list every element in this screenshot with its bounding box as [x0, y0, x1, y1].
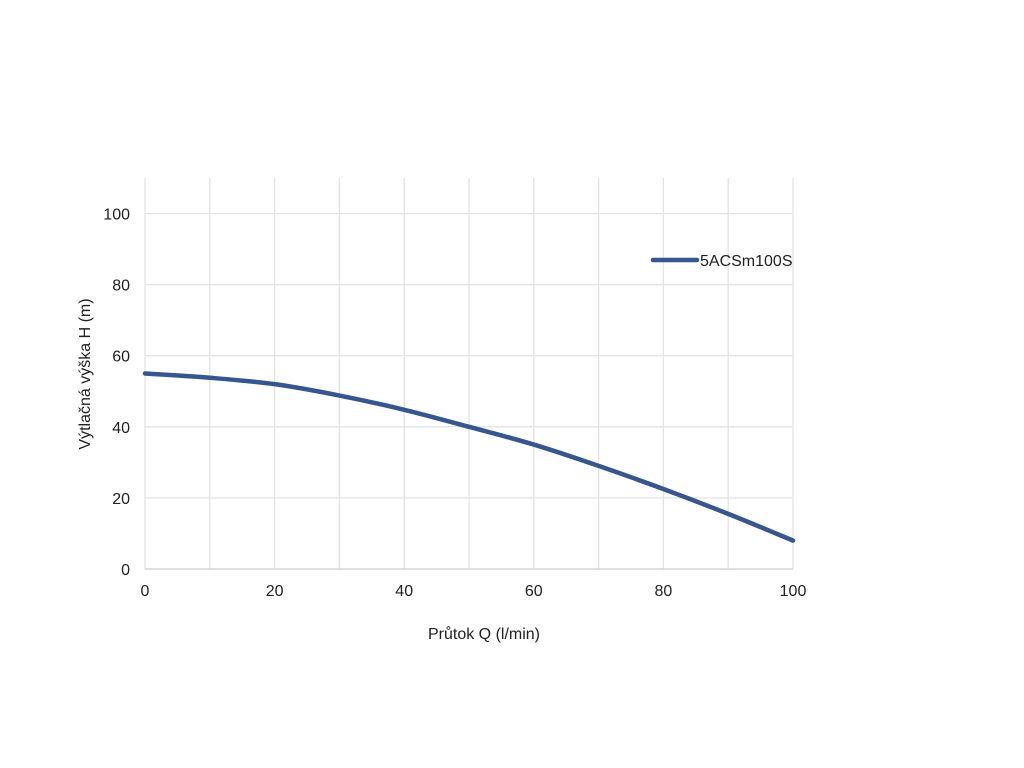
- x-tick-label: 80: [655, 583, 673, 600]
- y-tick-label: 0: [121, 562, 130, 579]
- y-tick-label: 80: [112, 278, 130, 295]
- y-tick-label: 20: [112, 491, 130, 508]
- y-tick-label: 60: [112, 349, 130, 366]
- x-axis-title: Průtok Q (l/min): [428, 625, 540, 643]
- x-tick-label: 60: [525, 583, 543, 600]
- grid: [144, 178, 794, 570]
- y-axis-title: Výtlačná výška H (m): [77, 298, 94, 449]
- y-tick-label: 40: [112, 420, 130, 437]
- legend: 5ACSm100S: [650, 253, 793, 270]
- series-line: [142, 371, 796, 543]
- legend-label: 5ACSm100S: [700, 253, 793, 270]
- series: [142, 371, 796, 543]
- x-tick-label: 0: [141, 583, 150, 600]
- tick-labels: 0 20 40 60 80 100 0 20 40 60 80 100: [103, 207, 806, 600]
- x-tick-label: 20: [266, 583, 284, 600]
- x-tick-label: 100: [780, 583, 807, 600]
- y-tick-label: 100: [103, 207, 130, 224]
- x-tick-label: 40: [395, 583, 413, 600]
